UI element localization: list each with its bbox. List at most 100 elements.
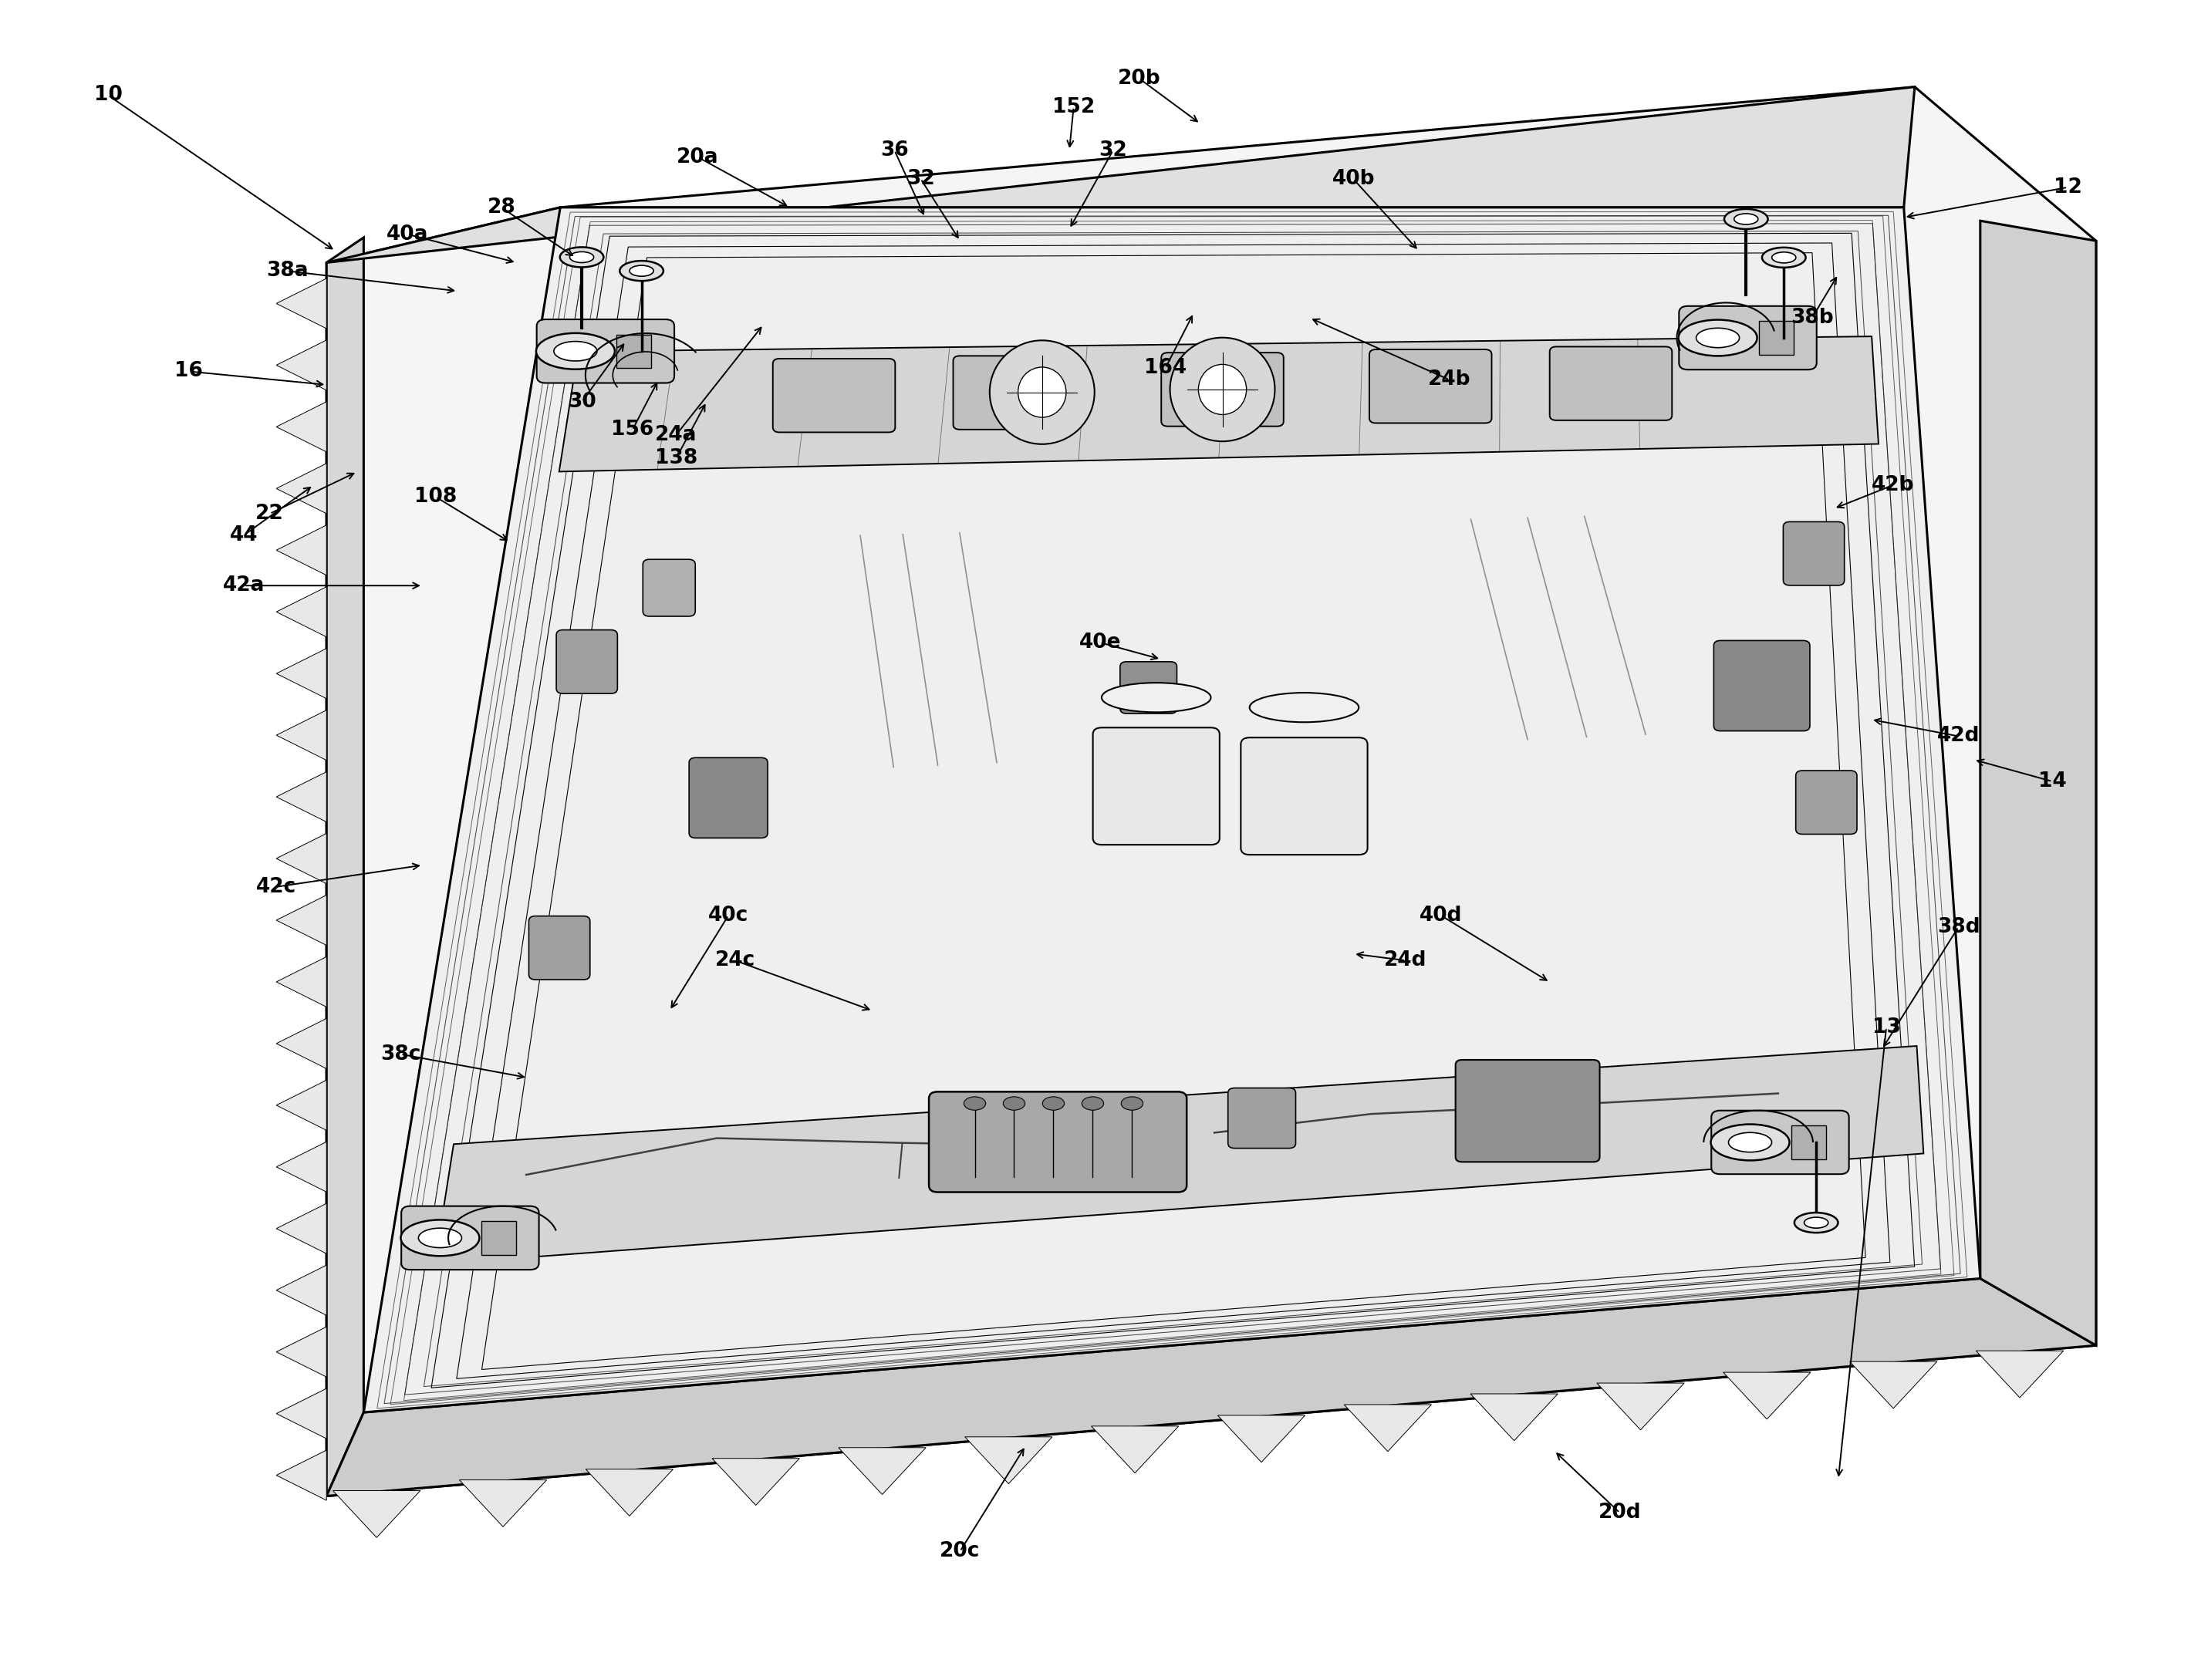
Text: 20d: 20d xyxy=(1599,1502,1641,1522)
FancyBboxPatch shape xyxy=(1161,353,1284,427)
Polygon shape xyxy=(276,1203,326,1253)
Ellipse shape xyxy=(561,247,603,267)
Polygon shape xyxy=(1091,1426,1179,1473)
Ellipse shape xyxy=(1198,365,1247,415)
Polygon shape xyxy=(460,1480,548,1527)
Text: 24d: 24d xyxy=(1385,951,1426,971)
FancyBboxPatch shape xyxy=(1227,1089,1295,1147)
FancyBboxPatch shape xyxy=(401,1206,539,1270)
Polygon shape xyxy=(276,1388,326,1438)
FancyBboxPatch shape xyxy=(528,916,589,979)
Ellipse shape xyxy=(1773,252,1797,264)
Polygon shape xyxy=(1976,1351,2064,1398)
Text: 20a: 20a xyxy=(677,148,719,168)
Polygon shape xyxy=(276,833,326,884)
Polygon shape xyxy=(326,1278,2097,1497)
Bar xyxy=(1759,321,1794,354)
Polygon shape xyxy=(276,1450,326,1500)
Polygon shape xyxy=(276,1018,326,1068)
Ellipse shape xyxy=(554,341,598,361)
Text: 40a: 40a xyxy=(386,223,429,244)
Text: 32: 32 xyxy=(907,170,936,188)
FancyBboxPatch shape xyxy=(1120,662,1177,714)
Polygon shape xyxy=(276,771,326,822)
Polygon shape xyxy=(276,279,326,329)
FancyBboxPatch shape xyxy=(537,319,675,383)
Ellipse shape xyxy=(1696,328,1740,348)
Polygon shape xyxy=(276,648,326,699)
Polygon shape xyxy=(1849,1361,1937,1408)
Text: 42c: 42c xyxy=(256,877,296,897)
Bar xyxy=(616,334,651,368)
Polygon shape xyxy=(276,1327,326,1378)
Ellipse shape xyxy=(1122,1097,1144,1110)
Polygon shape xyxy=(276,586,326,637)
Ellipse shape xyxy=(1043,1097,1065,1110)
Ellipse shape xyxy=(1102,682,1212,712)
FancyBboxPatch shape xyxy=(1797,771,1858,835)
Text: 38c: 38c xyxy=(381,1045,421,1063)
Polygon shape xyxy=(434,1047,1924,1265)
Text: 10: 10 xyxy=(94,86,123,106)
FancyBboxPatch shape xyxy=(557,630,618,694)
Bar xyxy=(482,1221,517,1255)
FancyBboxPatch shape xyxy=(1093,727,1220,845)
Text: 20c: 20c xyxy=(940,1541,979,1561)
Text: 40b: 40b xyxy=(1332,170,1374,188)
Text: 40e: 40e xyxy=(1078,632,1122,652)
Text: 22: 22 xyxy=(256,504,285,524)
Text: 42d: 42d xyxy=(1937,726,1981,746)
FancyBboxPatch shape xyxy=(1455,1060,1599,1163)
Bar xyxy=(1790,1126,1825,1159)
Ellipse shape xyxy=(1102,786,1212,816)
Ellipse shape xyxy=(401,1220,480,1257)
Polygon shape xyxy=(839,1448,927,1495)
Polygon shape xyxy=(1981,220,2097,1346)
Text: 164: 164 xyxy=(1144,358,1188,378)
FancyBboxPatch shape xyxy=(773,358,896,432)
Polygon shape xyxy=(276,339,326,390)
Polygon shape xyxy=(276,464,326,514)
Text: 24b: 24b xyxy=(1429,370,1470,390)
Text: 156: 156 xyxy=(611,420,653,440)
Polygon shape xyxy=(326,87,1915,262)
Polygon shape xyxy=(326,237,364,1497)
Ellipse shape xyxy=(1711,1124,1790,1161)
Text: 28: 28 xyxy=(486,197,515,217)
FancyBboxPatch shape xyxy=(1240,738,1367,855)
Polygon shape xyxy=(333,1490,421,1537)
FancyBboxPatch shape xyxy=(929,1092,1188,1193)
Text: 152: 152 xyxy=(1052,97,1096,118)
Polygon shape xyxy=(276,1265,326,1315)
Polygon shape xyxy=(1343,1404,1431,1452)
Ellipse shape xyxy=(1729,1132,1773,1152)
Text: 24c: 24c xyxy=(714,951,756,971)
Ellipse shape xyxy=(964,1097,986,1110)
Ellipse shape xyxy=(990,341,1096,444)
Text: 20b: 20b xyxy=(1117,69,1161,89)
Ellipse shape xyxy=(1724,208,1768,228)
Text: 40d: 40d xyxy=(1420,906,1461,926)
Polygon shape xyxy=(1470,1394,1558,1441)
Ellipse shape xyxy=(1803,1218,1827,1228)
Polygon shape xyxy=(276,895,326,946)
Text: 16: 16 xyxy=(175,361,204,381)
Text: 14: 14 xyxy=(2038,771,2066,791)
FancyBboxPatch shape xyxy=(688,758,767,838)
Ellipse shape xyxy=(1003,1097,1025,1110)
FancyBboxPatch shape xyxy=(1711,1110,1849,1174)
Text: 13: 13 xyxy=(1871,1018,1900,1038)
Ellipse shape xyxy=(629,265,653,276)
Text: 42b: 42b xyxy=(1871,475,1915,496)
FancyBboxPatch shape xyxy=(1369,349,1492,423)
Polygon shape xyxy=(326,87,2097,1497)
Ellipse shape xyxy=(1170,338,1275,442)
FancyBboxPatch shape xyxy=(953,356,1076,430)
Ellipse shape xyxy=(1249,796,1358,827)
FancyBboxPatch shape xyxy=(642,559,695,617)
Polygon shape xyxy=(712,1458,800,1505)
Polygon shape xyxy=(1218,1415,1306,1462)
Text: 12: 12 xyxy=(2053,178,2081,197)
Ellipse shape xyxy=(1678,319,1757,356)
Polygon shape xyxy=(1597,1383,1685,1430)
